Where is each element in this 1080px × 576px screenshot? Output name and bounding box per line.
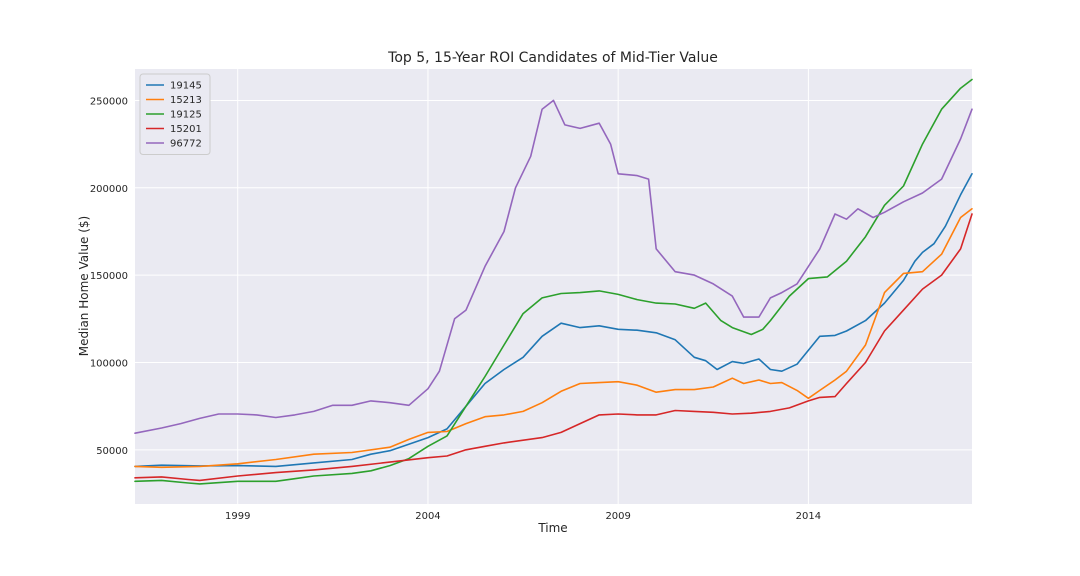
y-axis-label: Median Home Value ($)	[77, 216, 91, 356]
series-line-15201	[134, 213, 973, 482]
x-tick-label: 2014	[796, 511, 821, 522]
series-line-19125	[134, 78, 973, 485]
legend-label-19125: 19125	[170, 110, 202, 121]
x-tick-label: 2009	[605, 511, 630, 522]
legend-label-19145: 19145	[170, 81, 202, 92]
legend-label-15201: 15201	[170, 124, 202, 135]
x-axis-label: Time	[537, 521, 567, 535]
y-tick-label: 150000	[90, 271, 128, 282]
legend-label-15213: 15213	[170, 95, 202, 106]
y-tick-label: 250000	[90, 96, 128, 107]
x-tick-labels: 1999 2004 2009 2014	[225, 511, 821, 522]
y-tick-label: 200000	[90, 184, 128, 195]
legend-label-96772: 96772	[170, 139, 202, 150]
x-tick-label: 1999	[225, 511, 250, 522]
series-line-15213	[134, 208, 973, 469]
y-tick-label: 100000	[90, 358, 128, 369]
plot-background	[135, 69, 972, 504]
series-line-96772	[134, 99, 973, 434]
legend: 19145 15213 19125 15201 96772	[139, 73, 211, 155]
y-tick-label: 50000	[96, 446, 128, 457]
legend-box	[139, 73, 211, 155]
chart-title: Top 5, 15-Year ROI Candidates of Mid-Tie…	[387, 50, 718, 66]
x-tick-label: 2004	[415, 511, 440, 522]
y-tick-labels: 50000 100000 150000 200000 250000	[90, 96, 128, 456]
series-lines	[134, 78, 973, 485]
